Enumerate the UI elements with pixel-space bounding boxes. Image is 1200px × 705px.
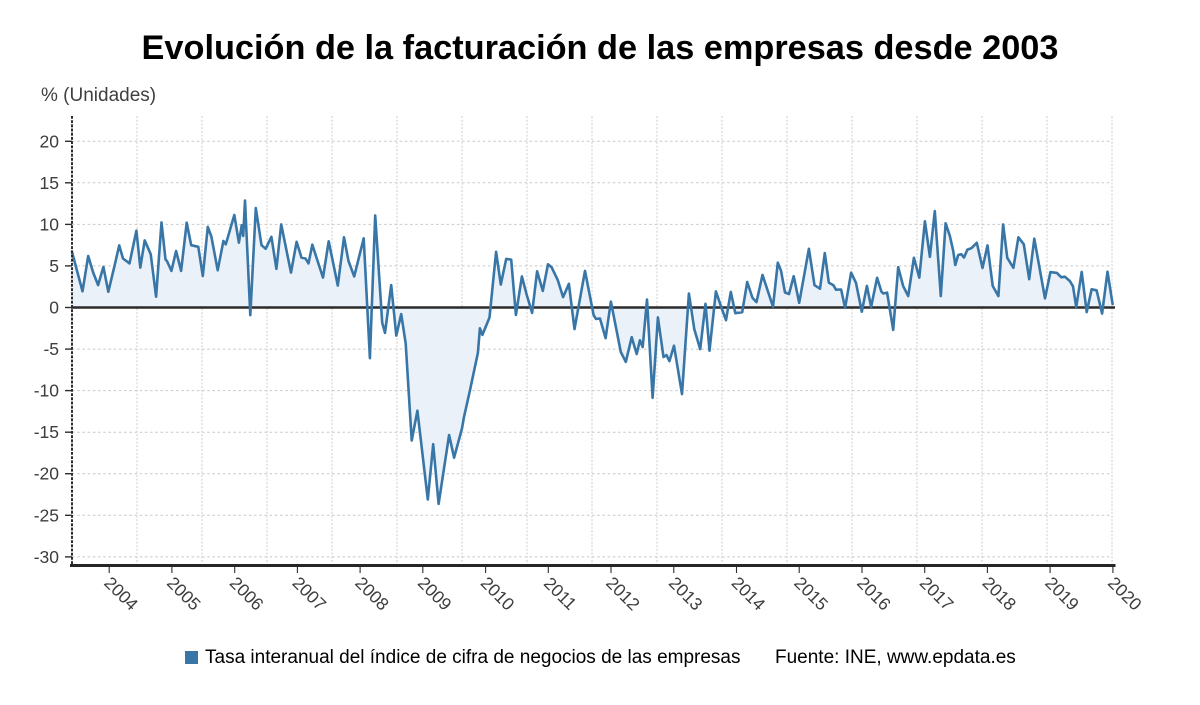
svg-text:2015: 2015: [790, 573, 832, 615]
svg-text:-15: -15: [34, 422, 59, 442]
svg-text:2004: 2004: [100, 573, 142, 615]
svg-text:-20: -20: [34, 464, 60, 484]
svg-text:10: 10: [40, 214, 60, 234]
svg-text:2008: 2008: [351, 573, 393, 615]
svg-text:2006: 2006: [226, 573, 268, 615]
svg-text:2018: 2018: [979, 573, 1021, 615]
svg-text:2007: 2007: [289, 573, 331, 615]
svg-text:-5: -5: [43, 339, 59, 359]
svg-text:2017: 2017: [916, 573, 958, 615]
svg-text:20: 20: [40, 131, 60, 151]
svg-text:2005: 2005: [163, 573, 205, 615]
svg-text:-25: -25: [34, 505, 59, 525]
svg-text:2016: 2016: [853, 573, 895, 615]
svg-text:5: 5: [49, 256, 59, 276]
svg-text:2010: 2010: [477, 573, 519, 615]
svg-text:2020: 2020: [1104, 573, 1146, 615]
svg-text:-10: -10: [34, 381, 60, 401]
svg-text:-30: -30: [34, 547, 60, 567]
svg-text:2014: 2014: [728, 573, 770, 615]
svg-text:2012: 2012: [602, 573, 644, 615]
svg-text:15: 15: [40, 173, 59, 193]
svg-text:0: 0: [49, 298, 59, 318]
svg-text:2013: 2013: [665, 573, 707, 615]
svg-text:2011: 2011: [540, 573, 581, 614]
svg-text:2009: 2009: [414, 573, 456, 615]
svg-text:2019: 2019: [1041, 573, 1083, 615]
